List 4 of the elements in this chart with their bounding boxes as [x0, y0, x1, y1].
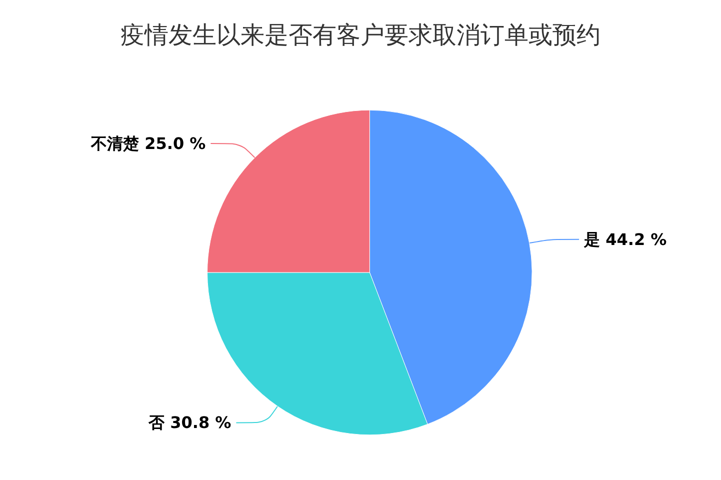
chart-title: 疫情发生以来是否有客户要求取消订单或预约 — [120, 21, 600, 49]
slice-label: 不清楚 25.0 % — [90, 134, 206, 154]
slice-label: 是 44.2 % — [583, 230, 667, 249]
slice-label: 否 30.8 % — [148, 413, 232, 432]
